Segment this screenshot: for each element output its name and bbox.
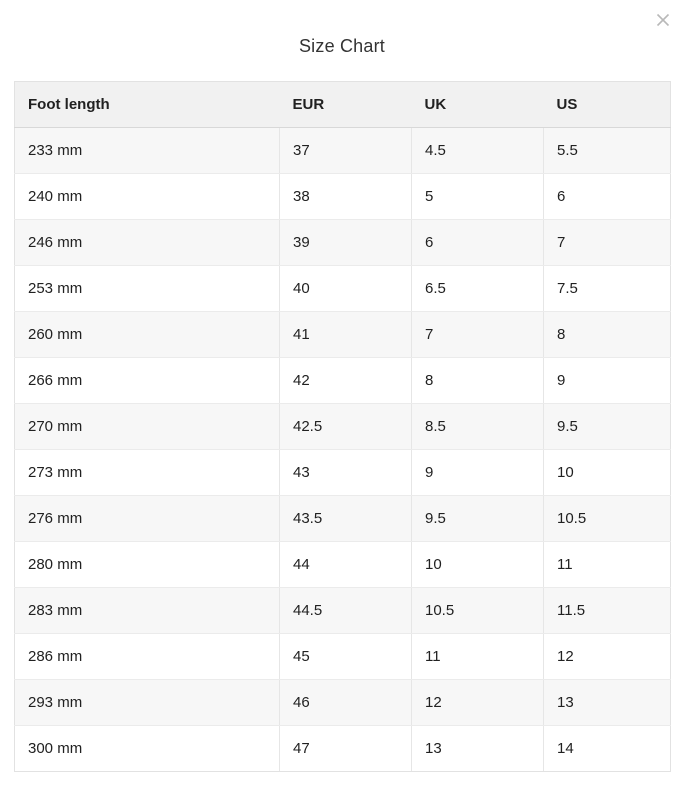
table-cell: 6 bbox=[411, 219, 544, 266]
table-cell: 46 bbox=[279, 679, 412, 726]
table-cell: 6.5 bbox=[411, 265, 544, 312]
table-cell: 45 bbox=[279, 633, 412, 680]
table-cell: 10.5 bbox=[411, 587, 544, 634]
table-cell: 246 mm bbox=[14, 219, 280, 266]
table-cell: 47 bbox=[279, 725, 412, 772]
table-cell: 37 bbox=[279, 127, 412, 174]
table-cell: 10 bbox=[543, 449, 671, 496]
table-row: 246 mm 39 6 7 bbox=[14, 219, 671, 266]
table-cell: 44.5 bbox=[279, 587, 412, 634]
table-row: 233 mm 37 4.5 5.5 bbox=[14, 127, 671, 174]
table-cell: 240 mm bbox=[14, 173, 280, 220]
table-row: 283 mm 44.5 10.5 11.5 bbox=[14, 587, 671, 634]
table-cell: 293 mm bbox=[14, 679, 280, 726]
table-cell: 8 bbox=[543, 311, 671, 358]
table-cell: 41 bbox=[279, 311, 412, 358]
table-row: 286 mm 45 11 12 bbox=[14, 633, 671, 680]
table-row: 293 mm 46 12 13 bbox=[14, 679, 671, 726]
table-row: 276 mm 43.5 9.5 10.5 bbox=[14, 495, 671, 542]
table-row: 280 mm 44 10 11 bbox=[14, 541, 671, 588]
table-row: 253 mm 40 6.5 7.5 bbox=[14, 265, 671, 312]
table-cell: 9 bbox=[411, 449, 544, 496]
close-icon bbox=[655, 12, 671, 28]
table-cell: 260 mm bbox=[14, 311, 280, 358]
table-row: 273 mm 43 9 10 bbox=[14, 449, 671, 496]
table-cell: 233 mm bbox=[14, 127, 280, 174]
table-cell: 43 bbox=[279, 449, 412, 496]
table-cell: 7 bbox=[411, 311, 544, 358]
table-cell: 9.5 bbox=[411, 495, 544, 542]
table-cell: 12 bbox=[411, 679, 544, 726]
column-header: EUR bbox=[279, 81, 412, 128]
table-cell: 11.5 bbox=[543, 587, 671, 634]
size-chart-table: Foot length EUR UK US 233 mm 37 4.5 5.5 240 mm 3… bbox=[14, 81, 671, 772]
table-cell: 6 bbox=[543, 173, 671, 220]
table-cell: 276 mm bbox=[14, 495, 280, 542]
table-cell: 286 mm bbox=[14, 633, 280, 680]
table-cell: 14 bbox=[543, 725, 671, 772]
header-row: Foot length EUR UK US bbox=[14, 81, 671, 128]
table-cell: 8.5 bbox=[411, 403, 544, 450]
table-cell: 10 bbox=[411, 541, 544, 588]
table-cell: 273 mm bbox=[14, 449, 280, 496]
table-cell: 280 mm bbox=[14, 541, 280, 588]
table-row: 270 mm 42.5 8.5 9.5 bbox=[14, 403, 671, 450]
table-cell: 42.5 bbox=[279, 403, 412, 450]
column-header: UK bbox=[411, 81, 544, 128]
table-cell: 13 bbox=[411, 725, 544, 772]
table-cell: 8 bbox=[411, 357, 544, 404]
table-cell: 10.5 bbox=[543, 495, 671, 542]
table-cell: 40 bbox=[279, 265, 412, 312]
column-header: US bbox=[543, 81, 671, 128]
table-cell: 283 mm bbox=[14, 587, 280, 634]
table-cell: 11 bbox=[411, 633, 544, 680]
table-row: 240 mm 38 5 6 bbox=[14, 173, 671, 220]
table-row: 260 mm 41 7 8 bbox=[14, 311, 671, 358]
table-cell: 7 bbox=[543, 219, 671, 266]
table-cell: 13 bbox=[543, 679, 671, 726]
close-button[interactable] bbox=[651, 8, 675, 32]
table-body: 233 mm 37 4.5 5.5 240 mm 38 5 6 246 mm 39 6 7 253 mm… bbox=[14, 127, 671, 772]
table-cell: 43.5 bbox=[279, 495, 412, 542]
table-cell: 7.5 bbox=[543, 265, 671, 312]
table-cell: 4.5 bbox=[411, 127, 544, 174]
table-cell: 12 bbox=[543, 633, 671, 680]
column-header: Foot length bbox=[14, 81, 280, 128]
table-row: 300 mm 47 13 14 bbox=[14, 725, 671, 772]
modal-title: Size Chart bbox=[298, 36, 386, 56]
table-cell: 38 bbox=[279, 173, 412, 220]
table-cell: 270 mm bbox=[14, 403, 280, 450]
table-cell: 300 mm bbox=[14, 725, 280, 772]
table-header: Foot length EUR UK US bbox=[14, 81, 671, 128]
table-cell: 5 bbox=[411, 173, 544, 220]
table-cell: 9 bbox=[543, 357, 671, 404]
table-cell: 253 mm bbox=[14, 265, 280, 312]
table-cell: 44 bbox=[279, 541, 412, 588]
table-cell: 11 bbox=[543, 541, 671, 588]
table-cell: 42 bbox=[279, 357, 412, 404]
table-cell: 9.5 bbox=[543, 403, 671, 450]
table-cell: 5.5 bbox=[543, 127, 671, 174]
table-row: 266 mm 42 8 9 bbox=[14, 357, 671, 404]
table-cell: 266 mm bbox=[14, 357, 280, 404]
table-cell: 39 bbox=[279, 219, 412, 266]
